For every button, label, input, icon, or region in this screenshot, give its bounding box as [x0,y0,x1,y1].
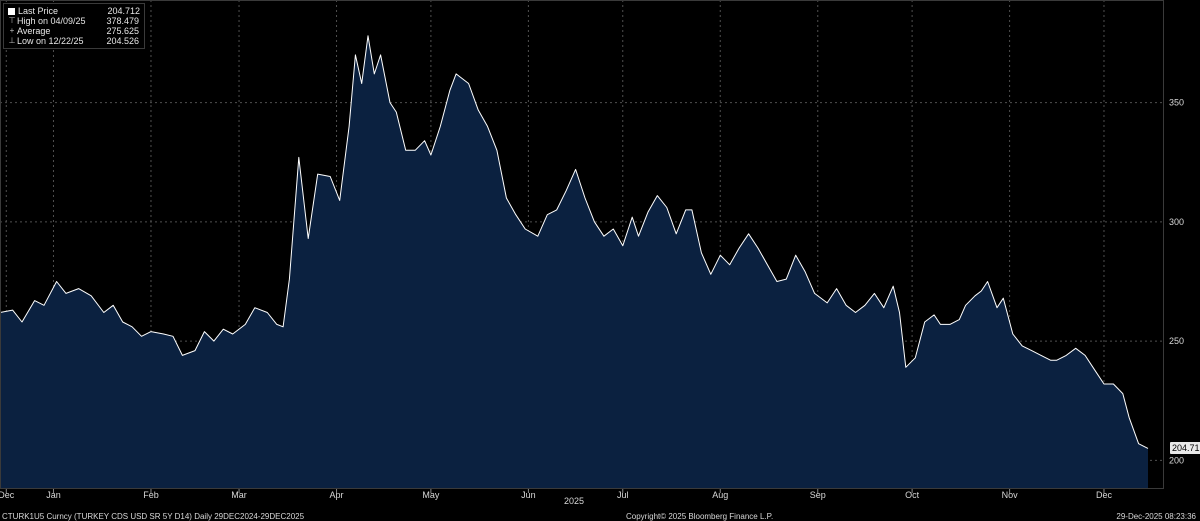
low-marker-icon: ⊥ [8,36,16,45]
legend-row-low: ⊥ Low on 12/22/25 204.526 [7,36,140,46]
x-tick-label: Dec [1096,490,1113,500]
legend-value: 275.625 [106,26,139,36]
legend: Last Price 204.712 ⊤ High on 04/09/25 37… [3,3,145,49]
copyright-notice: Copyright© 2025 Bloomberg Finance L.P. [626,512,774,521]
legend-value: 378.479 [106,16,139,26]
x-tick-label: Apr [330,490,344,500]
x-tick-label: Sep [810,490,826,500]
legend-label: Average [17,26,51,36]
x-tick-label: Feb [143,490,159,500]
series-area [0,35,1149,490]
legend-row-average: + Average 275.625 [7,26,140,36]
y-axis: 200 250 300 350 [1169,98,1184,466]
x-axis-year-label: 2025 [564,496,584,506]
plot-frame [0,0,1164,489]
legend-label: Low on 12/22/25 [17,36,84,46]
legend-label: Last Price [18,6,59,16]
last-price-swatch [8,7,15,15]
y-tick-label: 250 [1169,336,1184,346]
legend-row-last-price: Last Price 204.712 [7,6,140,16]
x-tick-label: Jun [521,490,536,500]
x-tick-label: Oct [905,490,920,500]
x-tick-label: Jul [617,490,629,500]
x-tick-label: Aug [712,490,728,500]
y-tick-label: 200 [1169,455,1184,465]
y-tick-label: 350 [1169,98,1184,108]
price-line [0,35,1149,449]
area-fill [0,35,1148,490]
last-value-badge: 204.712 [1170,442,1200,454]
legend-label: High on 04/09/25 [17,16,86,26]
legend-value: 204.712 [107,6,140,16]
x-tick-label: Jan [46,490,61,500]
average-marker-icon: + [9,26,15,35]
x-tick-label: May [422,490,440,500]
x-axis: Dec Jan Feb Mar Apr May Jun Jul Aug Sep Oct Nov Dec [0,489,1112,500]
legend-row-high: ⊤ High on 04/09/25 378.479 [7,16,140,26]
y-tick-label: 300 [1169,217,1184,227]
timestamp: 29-Dec-2025 08:23:36 [1116,512,1196,521]
legend-value: 204.526 [106,36,139,46]
ticker-description: CTURK1U5 Curncy (TURKEY CDS USD SR 5Y D1… [2,512,305,521]
high-marker-icon: ⊤ [8,16,16,25]
x-tick-label: Nov [1002,490,1019,500]
x-tick-label: Dec [0,490,15,500]
x-tick-label: Mar [231,490,247,500]
